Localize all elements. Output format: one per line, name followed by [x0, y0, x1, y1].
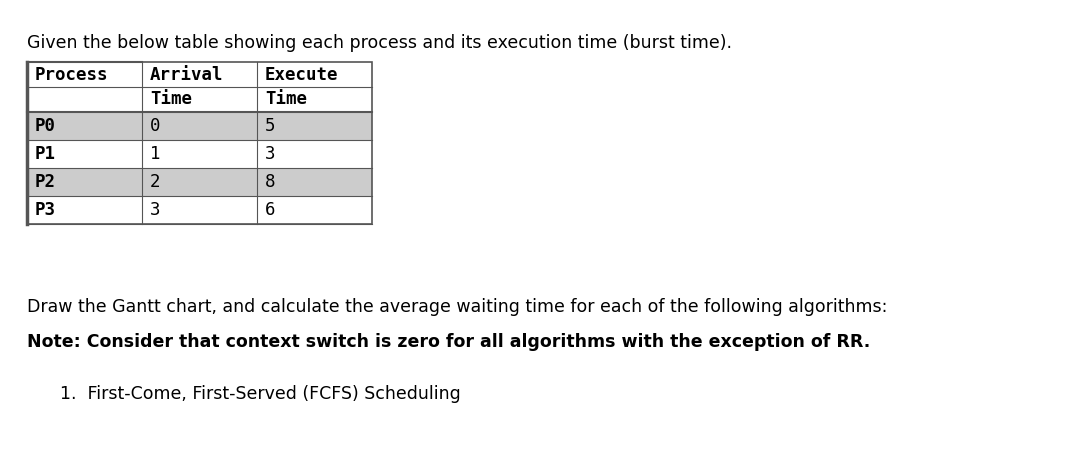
- Bar: [27, 140, 372, 168]
- Text: Arrival: Arrival: [150, 65, 224, 84]
- Text: Execute: Execute: [265, 65, 338, 84]
- Text: P3: P3: [35, 201, 56, 219]
- Text: Note: Consider that context switch is zero for all algorithms with the exception: Note: Consider that context switch is ze…: [27, 333, 870, 351]
- Text: Given the below table showing each process and its execution time (burst time).: Given the below table showing each proce…: [27, 34, 732, 52]
- Text: Time: Time: [150, 90, 192, 109]
- Text: 6: 6: [265, 201, 275, 219]
- Text: Time: Time: [265, 90, 307, 109]
- Text: P1: P1: [35, 145, 56, 163]
- Text: 5: 5: [265, 117, 275, 135]
- Text: 8: 8: [265, 173, 275, 191]
- Bar: [27, 168, 372, 196]
- Text: 2: 2: [150, 173, 161, 191]
- Text: 3: 3: [265, 145, 275, 163]
- Bar: [27, 112, 372, 140]
- Text: 1: 1: [150, 145, 161, 163]
- Bar: [27, 196, 372, 224]
- Text: 1.  First-Come, First-Served (FCFS) Scheduling: 1. First-Come, First-Served (FCFS) Sched…: [60, 385, 461, 403]
- Bar: [27, 62, 372, 224]
- Text: 3: 3: [150, 201, 161, 219]
- Bar: [27, 62, 372, 112]
- Text: 0: 0: [150, 117, 161, 135]
- Text: P0: P0: [35, 117, 56, 135]
- Text: P2: P2: [35, 173, 56, 191]
- Text: Process: Process: [35, 65, 108, 84]
- Text: Draw the Gantt chart, and calculate the average waiting time for each of the fol: Draw the Gantt chart, and calculate the …: [27, 298, 888, 316]
